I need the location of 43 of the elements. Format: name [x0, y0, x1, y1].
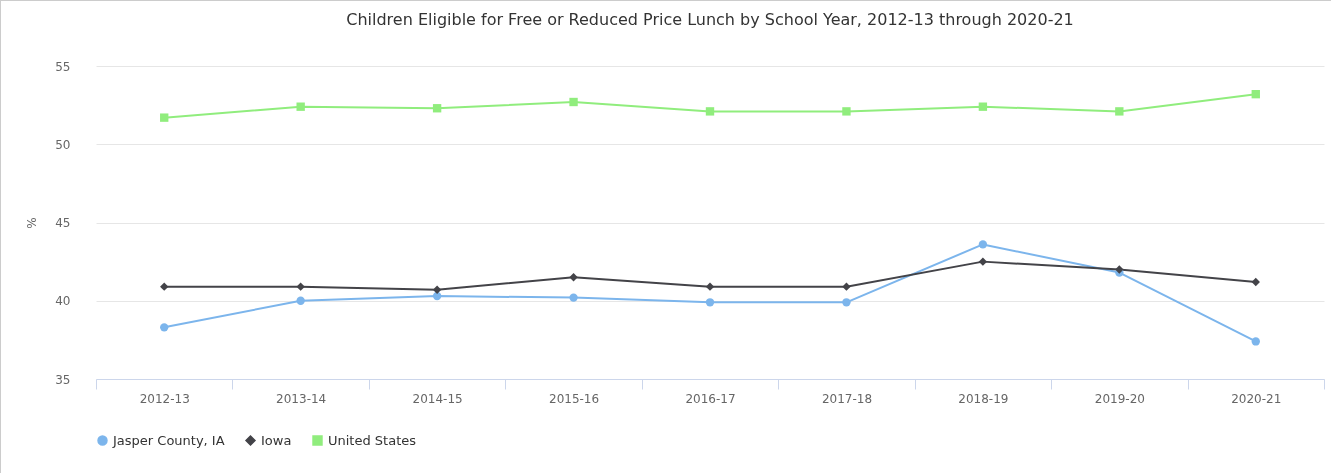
y-tick-label: 55	[55, 59, 71, 74]
y-tick-label: 45	[55, 216, 71, 230]
point	[842, 298, 851, 307]
point	[978, 102, 988, 111]
x-tick-label: 2013-14	[276, 391, 327, 406]
y-tick-label: 50	[55, 137, 71, 152]
point	[705, 282, 715, 291]
point	[296, 102, 305, 111]
point	[432, 285, 442, 294]
x-tick-label: 2015-16	[548, 391, 600, 406]
point	[296, 296, 305, 305]
point	[1251, 337, 1260, 346]
legend-label: Iowa	[261, 432, 292, 448]
point	[296, 282, 305, 291]
x-tick-label: 2012-13	[139, 391, 190, 406]
x-tick-label: 2016-17	[685, 391, 736, 406]
point	[160, 113, 169, 122]
x-tick-label: 2018-19	[958, 391, 1009, 406]
x-tick-label: 2017-18	[821, 391, 873, 406]
x-tick-label: 2020-21	[1231, 391, 1282, 406]
point	[160, 323, 169, 332]
point	[1251, 89, 1260, 99]
legend-label: Jasper County, IA	[112, 432, 225, 448]
y-tick-label: 40	[55, 294, 71, 309]
x-tick-label: 2014-15	[412, 391, 463, 406]
point	[1115, 107, 1124, 116]
y-axis-title: %	[25, 217, 40, 229]
point	[569, 273, 578, 282]
point	[1251, 277, 1260, 287]
point	[432, 104, 442, 113]
point	[569, 293, 578, 302]
point	[160, 282, 169, 291]
point	[569, 97, 578, 107]
chart-title: Children Eligible for Free or Reduced Price Lunch by School Year, 2012-13 through 2020-21	[346, 10, 1074, 29]
point	[842, 282, 851, 291]
point	[705, 107, 715, 116]
point	[978, 257, 988, 266]
y-tick-label: 35	[55, 372, 71, 387]
x-tick-label: 2019-20	[1094, 391, 1145, 406]
point	[705, 298, 715, 307]
point	[842, 107, 851, 116]
legend-label: United States	[328, 432, 417, 448]
point	[978, 240, 988, 249]
